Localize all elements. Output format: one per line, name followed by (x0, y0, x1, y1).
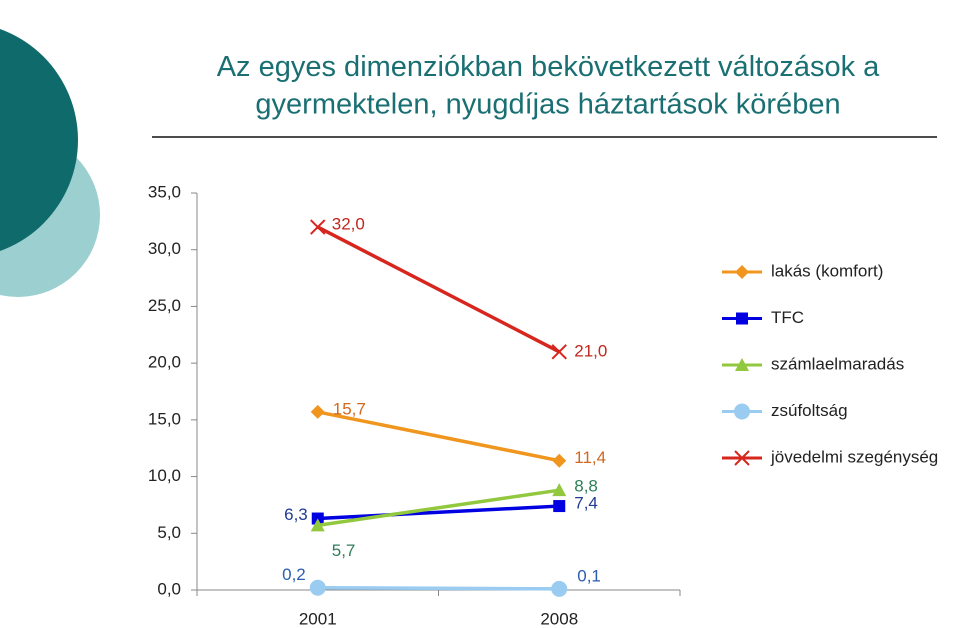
marker (552, 483, 567, 497)
line (316, 225, 561, 354)
data-label: 11,4 (574, 448, 606, 467)
x-tick-label: 2001 (299, 609, 337, 628)
data-label: 32,0 (332, 215, 365, 234)
marker (310, 518, 325, 532)
marker (310, 404, 325, 419)
data-label: 0,1 (577, 566, 601, 585)
marker (734, 450, 750, 466)
data-label: 0,2 (282, 565, 306, 584)
y-tick-label: 10,0 (148, 466, 181, 485)
y-tick-label: 20,0 (148, 353, 181, 372)
data-label: 8,8 (574, 477, 598, 496)
marker (734, 403, 750, 420)
marker (551, 580, 568, 597)
y-tick-label: 30,0 (148, 239, 181, 258)
data-label: 6,3 (284, 505, 308, 524)
line (317, 488, 560, 528)
marker (553, 500, 566, 513)
marker (551, 344, 567, 360)
y-tick-label: 15,0 (148, 409, 181, 428)
legend-label: zsúfoltság (771, 401, 848, 420)
decor-circle-dark (0, 29, 78, 251)
data-label: 15,7 (333, 399, 366, 418)
data-label: 7,4 (574, 494, 598, 513)
line (317, 504, 560, 521)
marker (735, 358, 749, 371)
x-tick-label: 2008 (540, 609, 578, 628)
legend-label: számlaelmaradás (771, 354, 904, 373)
data-label: 5,7 (332, 541, 356, 560)
marker (736, 312, 748, 325)
y-tick-label: 0,0 (157, 579, 181, 598)
legend-label: TFC (771, 308, 804, 327)
chart-title: gyermektelen, nyugdíjas háztartások köré… (255, 89, 840, 121)
y-tick-label: 5,0 (157, 523, 181, 542)
chart-title: Az egyes dimenziókban bekövetkezett vált… (217, 51, 880, 83)
data-label: 21,0 (574, 341, 607, 360)
legend-label: lakás (komfort) (771, 261, 883, 280)
marker (310, 219, 326, 235)
y-tick-label: 35,0 (148, 182, 181, 201)
y-tick-label: 25,0 (148, 296, 181, 315)
marker (309, 579, 326, 596)
line (317, 585, 560, 591)
marker (735, 265, 749, 279)
marker (552, 453, 567, 468)
line (317, 410, 560, 463)
legend-label: jövedelmi szegénység (770, 447, 938, 466)
